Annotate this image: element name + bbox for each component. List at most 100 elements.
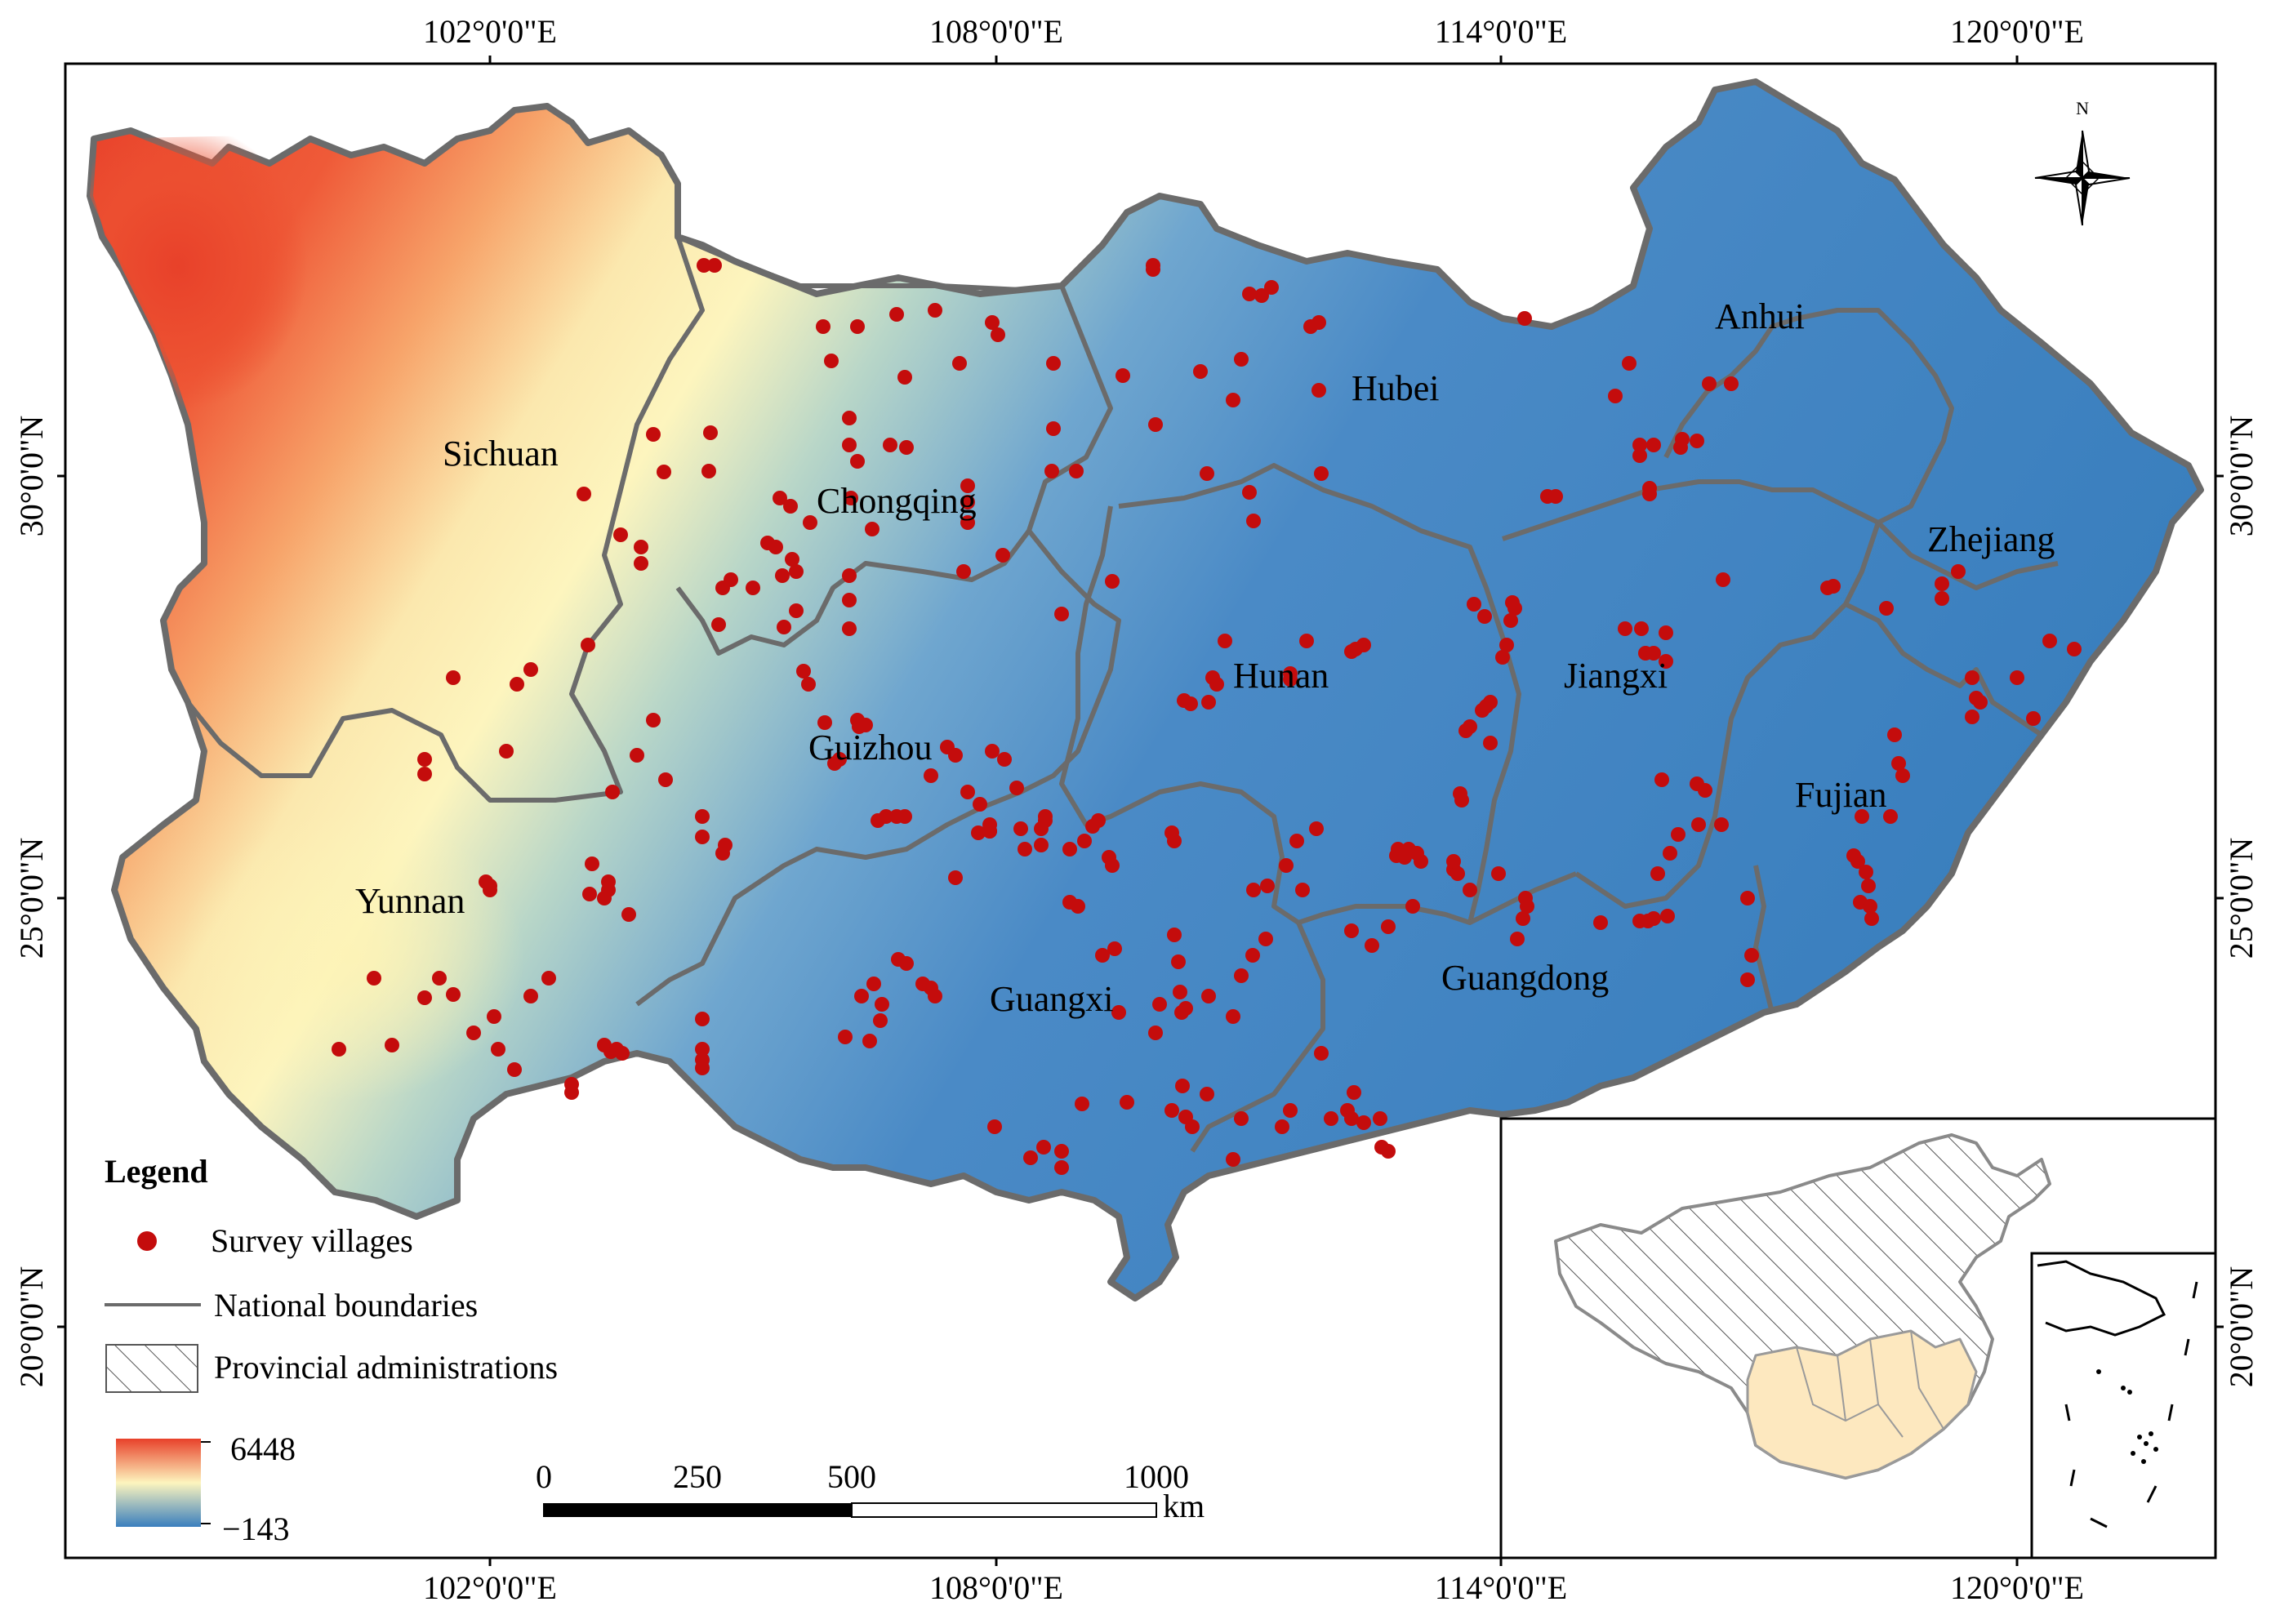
survey-village-marker bbox=[1446, 854, 1461, 869]
survey-village-marker bbox=[1036, 1140, 1051, 1155]
survey-village-marker bbox=[1234, 968, 1249, 983]
survey-village-marker bbox=[875, 997, 889, 1012]
longitude-labels: 102°0'0"E 108°0'0"E 114°0'0"E 120°0'0"E … bbox=[423, 13, 2084, 1606]
province-label-yunnan: Yunnan bbox=[355, 881, 465, 921]
survey-village-marker bbox=[1178, 1110, 1193, 1124]
lon-tick-bottom: 114°0'0"E bbox=[1435, 1569, 1567, 1606]
survey-village-marker bbox=[1887, 727, 1902, 742]
survey-village-marker bbox=[1164, 1103, 1179, 1118]
survey-village-marker bbox=[1479, 699, 1494, 714]
survey-village-marker bbox=[1518, 891, 1533, 905]
survey-village-marker bbox=[491, 1042, 505, 1057]
survey-village-marker bbox=[1054, 1144, 1069, 1159]
survey-village-marker bbox=[891, 952, 906, 967]
boundary-hubei-south bbox=[1502, 479, 2059, 590]
boundary-anhui bbox=[1663, 308, 1954, 525]
survey-village-marker bbox=[924, 768, 938, 783]
survey-village-marker bbox=[1690, 434, 1704, 448]
survey-village-marker bbox=[1148, 1026, 1163, 1040]
survey-village-marker bbox=[1069, 464, 1084, 478]
survey-village-marker bbox=[1245, 948, 1260, 963]
survey-village-marker bbox=[1356, 1115, 1371, 1130]
survey-village-marker bbox=[1246, 883, 1261, 897]
survey-village-marker bbox=[1691, 817, 1706, 832]
survey-village-marker bbox=[523, 662, 538, 677]
survey-village-marker bbox=[850, 319, 865, 334]
survey-village-marker bbox=[844, 491, 858, 505]
survey-village-marker bbox=[1178, 1001, 1193, 1016]
survey-village-marker bbox=[1646, 438, 1661, 452]
survey-village-marker bbox=[1401, 842, 1416, 856]
scale-label: 250 bbox=[673, 1458, 722, 1495]
lon-tick-bottom: 102°0'0"E bbox=[423, 1569, 557, 1606]
survey-village-marker bbox=[1740, 972, 1755, 987]
survey-village-marker bbox=[1226, 393, 1240, 407]
survey-village-marker bbox=[1044, 464, 1059, 478]
survey-village-marker bbox=[1389, 848, 1404, 863]
survey-village-marker bbox=[695, 1042, 710, 1057]
legend: Legend Survey villages National boundari… bbox=[105, 1153, 558, 1547]
boundary-chongqing bbox=[675, 234, 1113, 656]
survey-village-marker bbox=[1148, 417, 1163, 432]
legend-village-marker bbox=[137, 1231, 157, 1251]
plateau-zone bbox=[122, 621, 817, 1200]
survey-village-marker bbox=[1675, 432, 1690, 447]
province-label-anhui: Anhui bbox=[1715, 296, 1805, 336]
survey-village-marker bbox=[1120, 1095, 1134, 1110]
survey-village-marker bbox=[746, 581, 760, 595]
survey-village-marker bbox=[865, 522, 879, 536]
province-label-chongqing: Chongqing bbox=[817, 481, 977, 521]
survey-village-marker bbox=[385, 1038, 399, 1052]
north-label: N bbox=[2076, 98, 2089, 118]
province-label-zhejiang: Zhejiang bbox=[1927, 519, 2055, 559]
survey-village-marker bbox=[483, 883, 497, 897]
survey-village-marker bbox=[585, 856, 599, 871]
survey-village-marker bbox=[1642, 481, 1657, 496]
survey-village-marker bbox=[634, 556, 648, 571]
survey-village-marker bbox=[1218, 634, 1232, 648]
survey-village-marker bbox=[1201, 989, 1216, 1003]
legend-provincial-administrations: Provincial administrations bbox=[214, 1349, 558, 1386]
survey-village-marker bbox=[1344, 923, 1359, 938]
survey-village-marker bbox=[523, 989, 538, 1003]
survey-village-marker bbox=[1381, 919, 1396, 934]
survey-village-marker bbox=[915, 977, 930, 991]
survey-village-marker bbox=[613, 527, 628, 542]
survey-village-marker bbox=[1654, 772, 1669, 787]
survey-village-marker bbox=[1009, 781, 1024, 795]
survey-village-marker bbox=[1264, 280, 1279, 295]
survey-village-marker bbox=[577, 487, 591, 501]
survey-village-marker bbox=[801, 677, 816, 692]
survey-village-marker bbox=[1054, 607, 1069, 621]
survey-village-marker bbox=[783, 499, 798, 514]
survey-village-marker bbox=[1146, 262, 1160, 277]
survey-village-marker bbox=[1183, 696, 1198, 711]
lon-tick-top: 102°0'0"E bbox=[423, 13, 557, 50]
province-label-sichuan: Sichuan bbox=[443, 434, 559, 474]
survey-village-marker bbox=[432, 971, 447, 986]
survey-village-marker bbox=[803, 515, 817, 530]
survey-village-marker bbox=[2010, 670, 2024, 685]
scale-unit: km bbox=[1163, 1488, 1205, 1524]
survey-village-marker bbox=[985, 744, 1000, 759]
survey-village-marker bbox=[582, 887, 597, 901]
survey-village-marker bbox=[985, 315, 1000, 330]
survey-village-marker bbox=[987, 1119, 1002, 1134]
survey-village-marker bbox=[873, 1013, 888, 1028]
survey-village-marker bbox=[960, 785, 975, 799]
survey-village-marker bbox=[1242, 485, 1257, 500]
survey-village-marker bbox=[889, 809, 904, 824]
survey-village-marker bbox=[1864, 911, 1879, 926]
survey-village-marker bbox=[1171, 954, 1186, 969]
survey-village-marker bbox=[1891, 756, 1906, 771]
survey-village-marker bbox=[899, 440, 914, 455]
survey-village-marker bbox=[1201, 695, 1216, 710]
survey-village-marker bbox=[1299, 634, 1314, 648]
survey-village-marker bbox=[960, 478, 975, 493]
survey-village-marker bbox=[1283, 1103, 1298, 1118]
survey-village-marker bbox=[956, 564, 971, 579]
survey-village-marker bbox=[1242, 287, 1257, 301]
survey-village-marker bbox=[1671, 827, 1686, 842]
survey-village-marker bbox=[634, 540, 648, 554]
